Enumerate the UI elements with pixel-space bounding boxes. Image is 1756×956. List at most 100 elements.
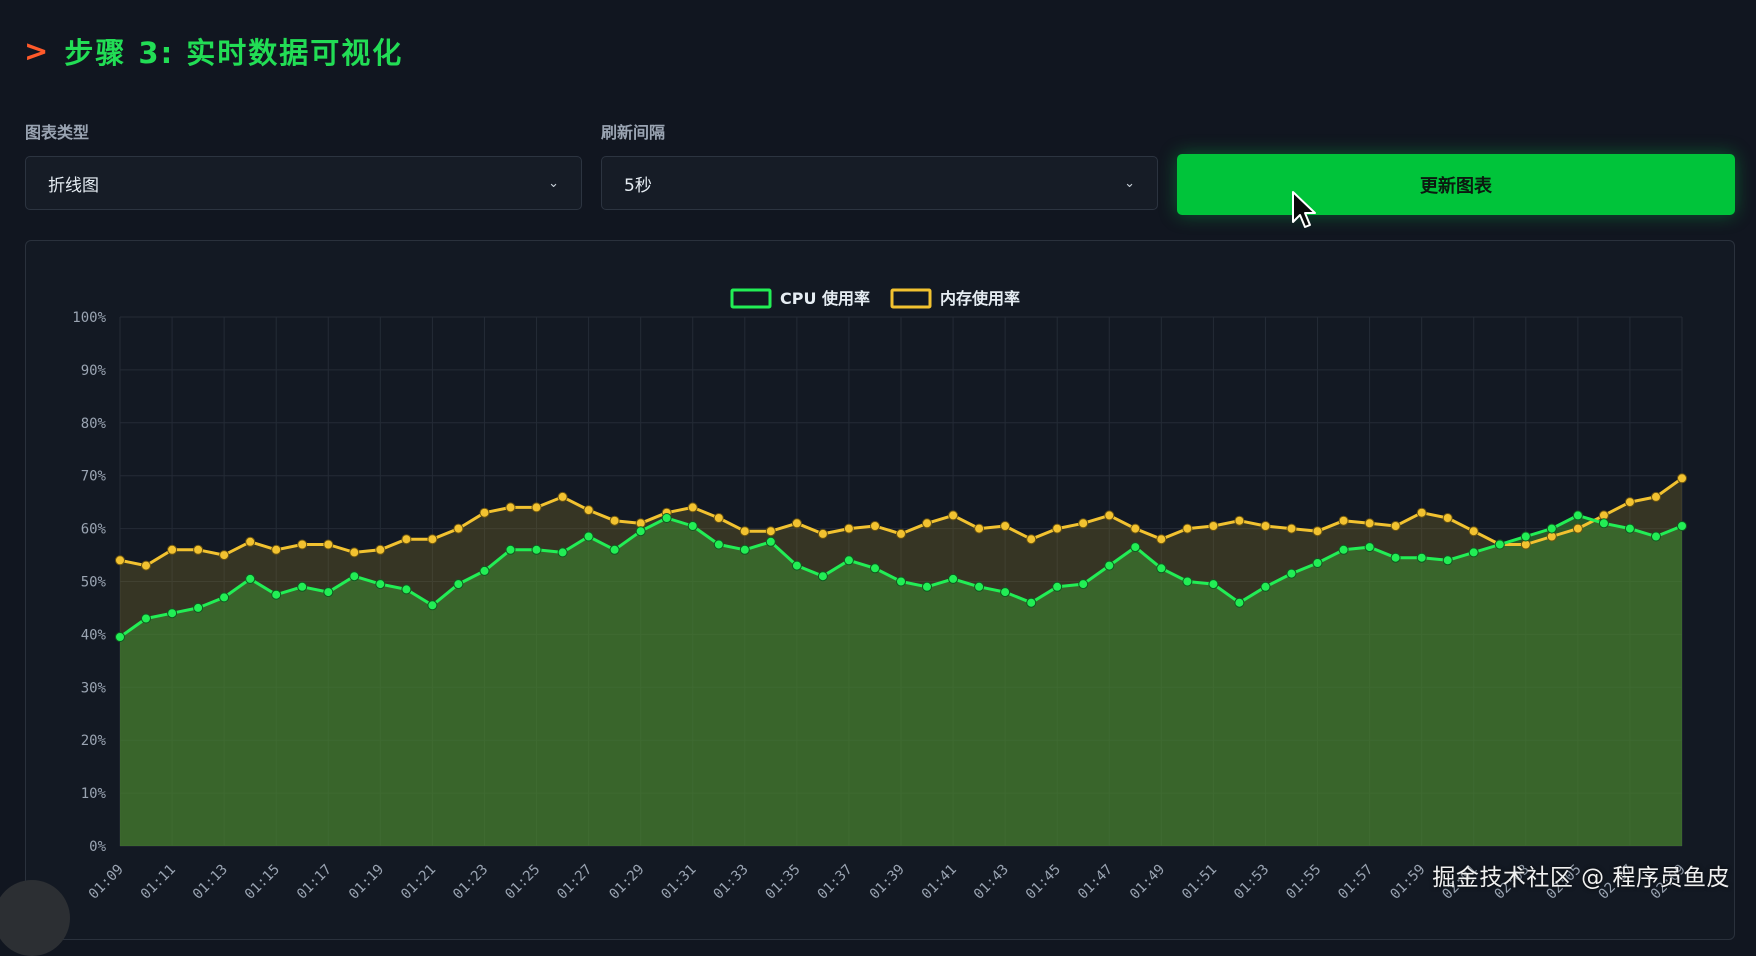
data-point-memory <box>1677 473 1687 484</box>
data-point-memory <box>974 523 985 534</box>
y-tick-label: 70% <box>81 469 107 485</box>
data-point-memory <box>1000 521 1011 531</box>
data-point-cpu <box>479 565 490 576</box>
x-tick-label: 01:33 <box>711 862 752 903</box>
avatar <box>0 880 70 956</box>
prompt-icon: > <box>24 34 51 68</box>
x-tick-label: 01:39 <box>867 862 908 903</box>
update-chart-button[interactable]: 更新图表 <box>1177 154 1735 215</box>
x-tick-label: 01:35 <box>763 862 804 903</box>
data-point-cpu <box>1234 597 1245 608</box>
data-point-cpu <box>141 613 151 624</box>
x-tick-label: 01:49 <box>1127 862 1168 903</box>
data-point-memory <box>817 528 828 539</box>
data-point-memory <box>219 550 230 561</box>
page-title-text: 步骤 3: 实时数据可视化 <box>64 36 404 70</box>
data-point-memory <box>948 510 959 521</box>
data-point-cpu <box>687 521 698 531</box>
data-point-memory <box>193 544 204 555</box>
data-point-cpu <box>791 560 802 571</box>
data-point-memory <box>479 507 490 518</box>
data-point-cpu <box>297 581 308 592</box>
data-point-memory <box>245 536 256 547</box>
x-tick-label: 01:23 <box>450 862 491 903</box>
data-point-cpu <box>1182 576 1193 587</box>
chart-panel: 0% 10% 20% 30% 40% 50% 60% 70% 80% 90% 100% 01:09 01… <box>25 240 1735 940</box>
legend-swatch-memory <box>890 288 932 309</box>
data-point-cpu <box>219 592 230 603</box>
data-point-cpu <box>1494 539 1505 550</box>
data-point-memory <box>1078 518 1089 529</box>
x-tick-label: 01:17 <box>294 862 335 903</box>
data-point-memory <box>1104 510 1115 521</box>
data-point-cpu <box>1364 542 1375 553</box>
data-point-memory <box>1416 507 1427 518</box>
refresh-interval-select[interactable]: 5秒 ⌄ <box>601 156 1158 210</box>
x-tick-label: 01:37 <box>815 862 856 903</box>
data-point-cpu <box>453 579 464 590</box>
y-tick-label: 90% <box>81 363 107 379</box>
data-point-memory <box>115 555 125 566</box>
x-tick-label: 01:11 <box>138 862 179 903</box>
data-point-memory <box>791 518 802 529</box>
data-point-cpu <box>922 581 932 592</box>
data-point-cpu <box>557 547 568 558</box>
chevron-down-icon: ⌄ <box>548 175 559 191</box>
data-point-cpu <box>1520 531 1531 542</box>
x-tick-label: 01:43 <box>971 862 1012 903</box>
x-tick-label: 01:13 <box>190 862 231 903</box>
x-tick-label: 01:41 <box>919 862 960 903</box>
x-tick-label: 01:15 <box>242 862 283 903</box>
data-point-memory <box>1651 491 1661 502</box>
data-point-memory <box>453 523 464 534</box>
data-point-memory <box>1260 521 1271 531</box>
x-tick-label: 01:31 <box>658 862 699 903</box>
refresh-interval-value: 5秒 <box>624 175 652 196</box>
data-point-cpu <box>583 531 594 542</box>
data-point-cpu <box>271 589 282 600</box>
data-point-cpu <box>1572 510 1583 521</box>
data-point-memory <box>427 534 438 545</box>
data-point-cpu <box>817 571 828 582</box>
y-tick-label: 100% <box>72 310 106 326</box>
y-tick-label: 50% <box>81 575 107 591</box>
chart-type-value: 折线图 <box>48 175 99 196</box>
chart-type-label: 图表类型 <box>25 123 90 142</box>
data-point-cpu <box>1104 560 1115 571</box>
y-tick-label: 30% <box>81 680 107 696</box>
x-tick-label: 01:47 <box>1075 862 1116 903</box>
chart-type-select[interactable]: 折线图 ⌄ <box>25 156 582 210</box>
data-point-cpu <box>1546 523 1557 534</box>
data-point-memory <box>1286 523 1297 534</box>
data-point-memory <box>401 534 412 545</box>
data-point-memory <box>1624 497 1635 508</box>
data-point-cpu <box>1208 579 1219 590</box>
data-point-cpu <box>1130 542 1141 553</box>
data-point-cpu <box>1078 579 1089 590</box>
x-tick-label: 01:53 <box>1231 862 1272 903</box>
mouse-cursor-icon <box>1292 191 1316 228</box>
data-point-cpu <box>609 544 620 555</box>
data-point-cpu <box>245 573 256 584</box>
data-point-memory <box>1208 521 1219 531</box>
data-point-cpu <box>401 584 412 595</box>
data-point-memory <box>843 523 854 534</box>
data-point-memory <box>687 502 698 513</box>
x-tick-label: 01:27 <box>554 862 595 903</box>
data-point-cpu <box>974 581 985 592</box>
data-point-cpu <box>713 539 724 550</box>
refresh-interval-label: 刷新间隔 <box>601 123 666 142</box>
data-point-cpu <box>1442 555 1453 566</box>
data-point-memory <box>271 544 282 555</box>
data-point-cpu <box>1624 523 1635 534</box>
data-point-cpu <box>1390 552 1401 563</box>
data-point-memory <box>1442 513 1453 523</box>
data-point-cpu <box>870 563 880 574</box>
legend-label-memory: 内存使用率 <box>940 289 1020 308</box>
data-point-memory <box>167 544 178 555</box>
legend-label-cpu: CPU 使用率 <box>780 289 870 308</box>
x-tick-label: 01:51 <box>1179 862 1220 903</box>
data-point-cpu <box>505 544 516 555</box>
data-point-cpu <box>896 576 906 587</box>
data-point-cpu <box>349 571 360 582</box>
